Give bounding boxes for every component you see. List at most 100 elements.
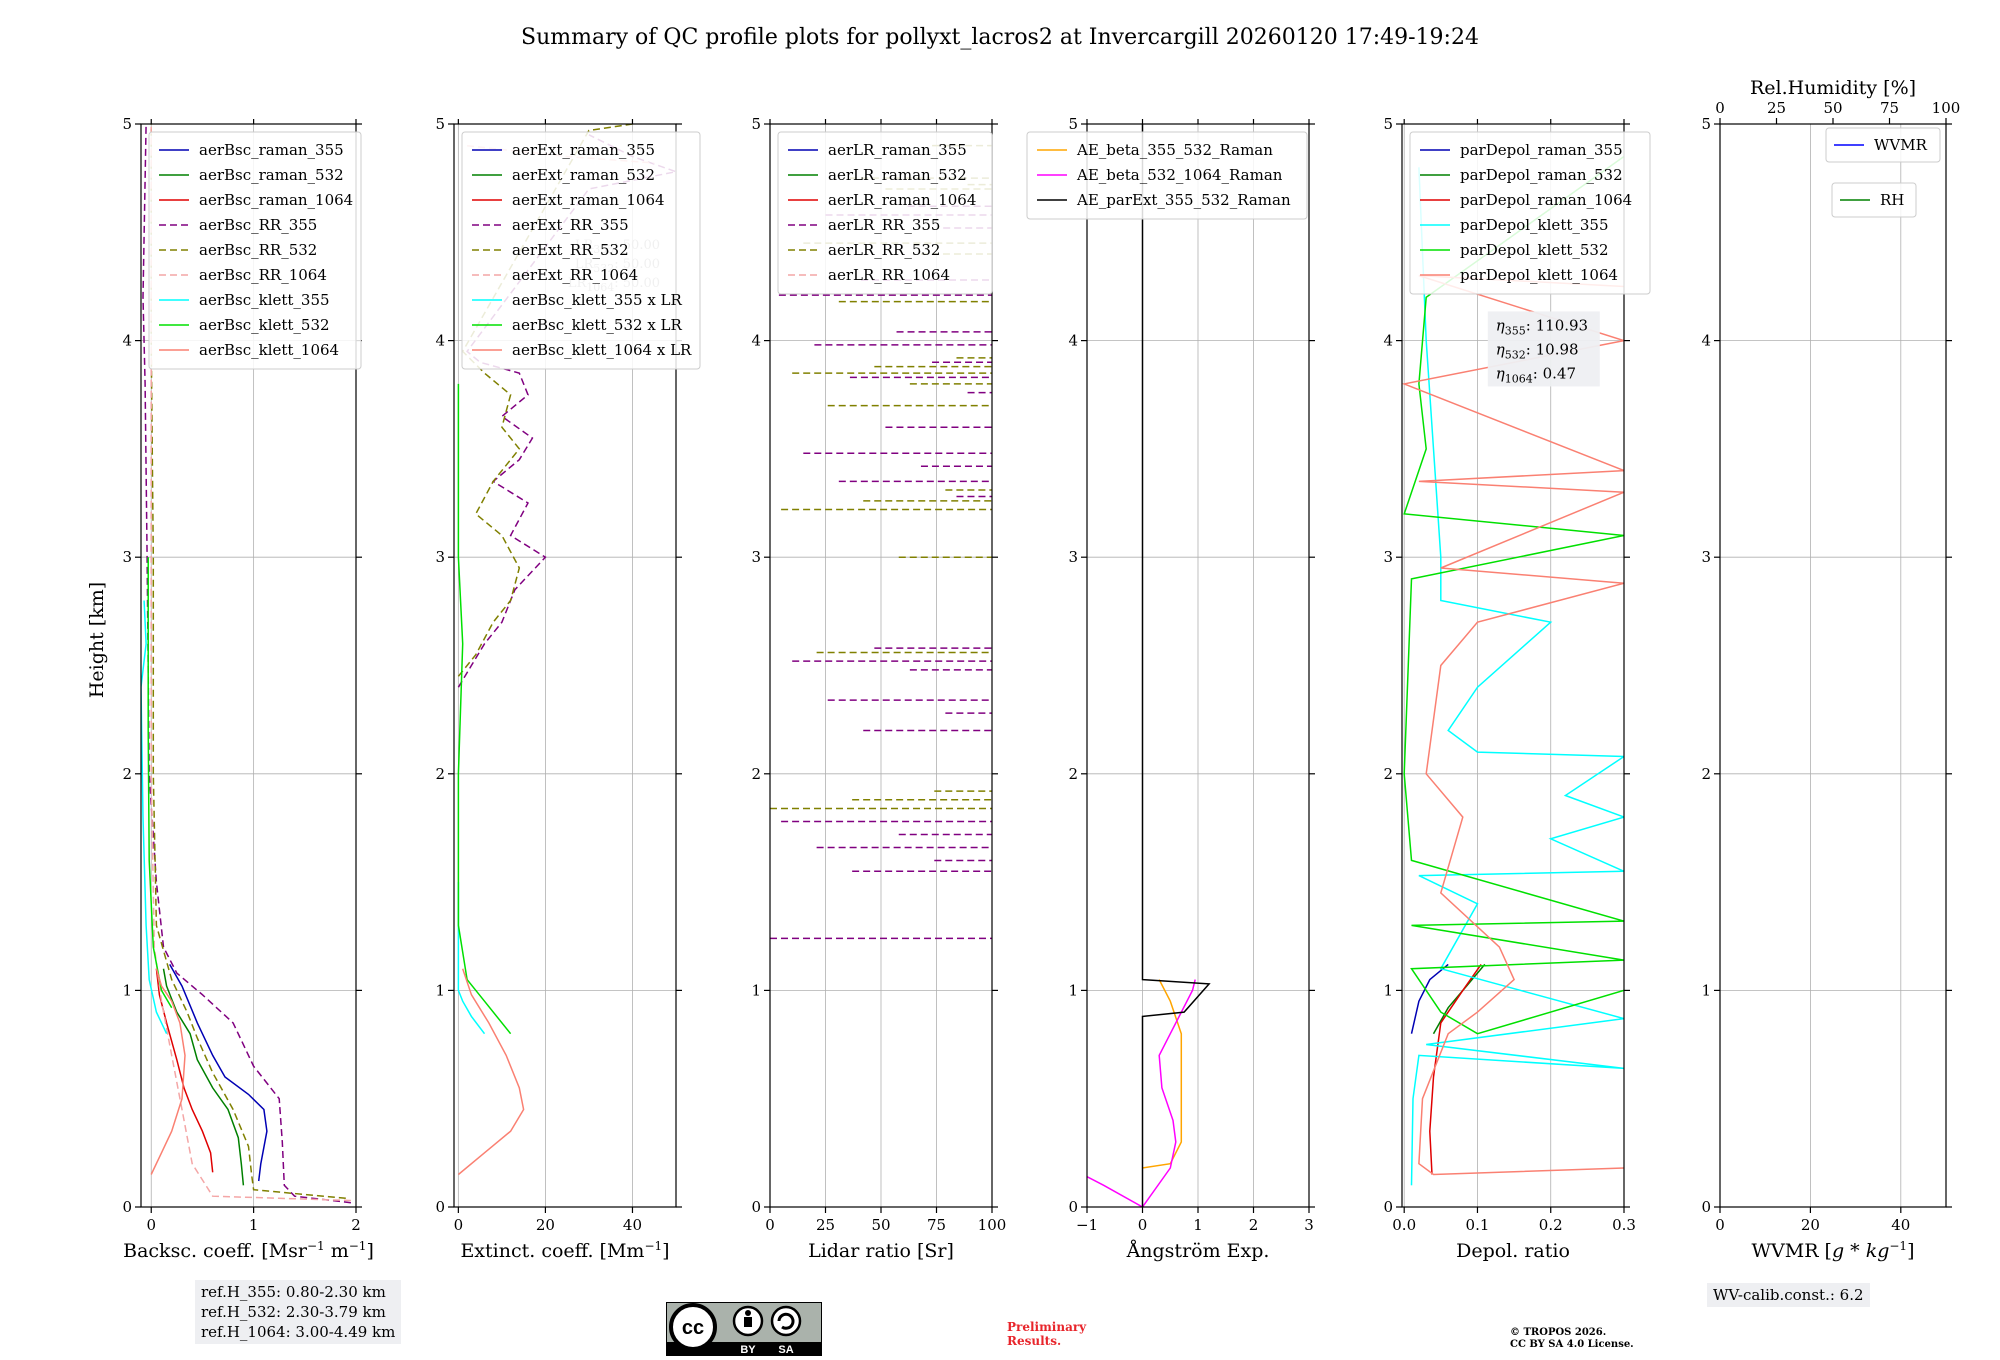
axes-frame	[1719, 123, 1947, 1208]
y-tick-label: 4	[435, 332, 445, 350]
x-tick-label: 1	[249, 1216, 259, 1234]
x-axis-label: Lidar ratio [Sr]	[808, 1240, 954, 1262]
eta-value: : 10.98	[1526, 340, 1579, 358]
series-aerbsc-rr-355	[142, 124, 351, 1204]
x-tick-label: 100	[978, 1216, 1007, 1234]
x-tick-label: 3	[1304, 1216, 1314, 1234]
top-x-tick-label: 100	[1932, 99, 1961, 117]
series-pardepol-raman-1064	[1429, 963, 1482, 1175]
legend-label-aerbsc-klett-532-x-lr: aerBsc_klett_532 x LR	[512, 316, 683, 334]
x-tick-label: 20	[1801, 1216, 1820, 1234]
y-tick-label: 1	[751, 981, 761, 999]
x-tick-label: 0	[1138, 1216, 1148, 1234]
legend-label-aerlr-rr-1064: aerLR_RR_1064	[828, 266, 950, 284]
y-tick-label: 1	[435, 981, 445, 999]
legend-label-aerbsc-rr-355: aerBsc_RR_355	[199, 216, 317, 234]
eta-value: : 0.47	[1533, 364, 1576, 382]
legend-label-aerext-rr-355: aerExt_RR_355	[512, 216, 629, 234]
eta-annotation-box	[1487, 311, 1600, 387]
top-x-tick-label: 75	[1880, 99, 1899, 117]
x-axis-label: Extinct. coeff. [Mm−1​]	[460, 1239, 669, 1262]
y-tick-label: 3	[1068, 548, 1078, 566]
x-axis-label: Backsc. coeff. [Msr−1​ m−1​]	[123, 1239, 374, 1262]
y-tick-label: 1	[1701, 981, 1711, 999]
y-tick-label: 2	[435, 765, 445, 783]
x-tick-label: 0.2	[1539, 1216, 1563, 1234]
series-ae-beta-532-1064-raman	[1087, 979, 1196, 1207]
y-tick-label: 4	[751, 332, 761, 350]
panel-5: 0.0 0.1 0.2 0.3 0 1 2 3 4 5 Depol. ratio parDepol_r…	[1383, 115, 1651, 1262]
axes-frame	[453, 123, 677, 1208]
y-tick-label: 2	[751, 765, 761, 783]
series-pardepol-klett-355	[1410, 167, 1624, 1186]
series-aerbsc-klett-532	[147, 557, 173, 1009]
license-badge-graphic: cc BY SA	[665, 1301, 823, 1357]
series-aerbsc-raman-355	[169, 964, 268, 1182]
reference-heights-box: ref.H_355: 0.80-2.30 km ref.H_532: 2.30-…	[195, 1280, 402, 1344]
y-tick-label: 5	[1068, 115, 1078, 133]
copyright-note: © TROPOS 2026. CC BY SA 4.0 License.	[1510, 1327, 1634, 1351]
y-tick-label: 5	[751, 115, 761, 133]
y-tick-label: 0	[1383, 1198, 1393, 1216]
series-aerbsc-rr-1064	[150, 124, 351, 1202]
y-tick-label: 4	[1701, 332, 1711, 350]
legend-box	[461, 131, 701, 370]
y-axis-label: Height [km]	[86, 582, 108, 698]
legend-label: WVMR	[1874, 136, 1928, 154]
legend-label-aerbsc-rr-532: aerBsc_RR_532	[199, 241, 317, 259]
y-tick-label: 5	[1701, 115, 1711, 133]
y-tick-label: 2	[1068, 765, 1078, 783]
legend-label-aerlr-raman-1064: aerLR_raman_1064	[828, 191, 976, 209]
y-tick-label: 3	[1383, 548, 1393, 566]
x-tick-label: 0	[1715, 1216, 1725, 1234]
legend-label-pardepol-klett-355: parDepol_klett_355	[1460, 216, 1609, 234]
cc-by-sa-license-badge[interactable]: cc BY SA	[665, 1301, 823, 1357]
superscript: −1	[349, 1239, 367, 1253]
series-aerbsc-rr-532	[150, 124, 346, 1200]
series-aerext-rr-355	[457, 134, 676, 688]
legend-label: RH	[1880, 191, 1904, 209]
wv-calib-const: WV-calib.const.: 6.2	[1713, 1286, 1864, 1304]
legend: parDepol_raman_355 parDepol_raman_532 parD…	[1409, 131, 1651, 295]
legend-rh: RH	[1831, 182, 1917, 218]
axes-frame	[140, 123, 357, 1208]
legend-label-ae-beta-532-1064-raman: AE_beta_532_1064_Raman	[1076, 166, 1283, 184]
y-tick-label: 4	[122, 332, 132, 350]
legend-wvmr: WVMR	[1825, 127, 1941, 163]
legend-label-aerlr-rr-355: aerLR_RR_355	[828, 216, 940, 234]
copyright-line-2: CC BY SA 4.0 License.	[1510, 1339, 1634, 1350]
x-tick-label: 2	[1249, 1216, 1259, 1234]
ref-height-1064: ref.H_1064: 3.00-4.49 km	[201, 1323, 396, 1341]
x-tick-label: 40	[1891, 1216, 1910, 1234]
legend-box	[1831, 182, 1917, 218]
legend-label-aerext-rr-532: aerExt_RR_532	[512, 241, 629, 259]
y-tick-label: 5	[435, 115, 445, 133]
legend-box	[777, 131, 993, 295]
panel-3: 0 25 50 75 100 0 1 2 3 4 5 Lidar ratio [Sr] aerLR_ra…	[751, 115, 1006, 1262]
legend-label-ae-parext-355-532-raman: AE_parExt_355_532_Raman	[1076, 191, 1291, 209]
y-tick-label: 2	[122, 765, 132, 783]
legend: AE_beta_355_532_Raman AE_beta_532_1064_Ra…	[1026, 131, 1308, 220]
series-aerbsc-raman-532	[162, 968, 245, 1186]
legend-label-aerbsc-klett-355: aerBsc_klett_355	[199, 291, 330, 309]
y-tick-label: 0	[751, 1198, 761, 1216]
legend-label-pardepol-raman-355: parDepol_raman_355	[1460, 141, 1623, 159]
legend-box	[148, 131, 362, 370]
legend-label-aerbsc-raman-355: aerBsc_raman_355	[199, 141, 344, 159]
legend: aerBsc_raman_355 aerBsc_raman_532 aerBsc_r…	[148, 131, 362, 370]
legend-label-ae-beta-355-532-raman: AE_beta_355_532_Raman	[1076, 141, 1273, 159]
badge-by-label: BY	[740, 1344, 756, 1356]
series-pardepol-klett-532	[1403, 155, 1624, 1035]
y-tick-label: 0	[435, 1198, 445, 1216]
math-text: g * kg	[1832, 1240, 1889, 1262]
x-tick-label: 20	[536, 1216, 555, 1234]
eta-value: : 110.93	[1526, 316, 1588, 334]
series-aerbsc-klett-532-x-lr	[457, 383, 512, 1035]
legend-label-aerbsc-raman-1064: aerBsc_raman_1064	[199, 191, 353, 209]
preliminary-results-note: Preliminary Results.	[1007, 1320, 1086, 1348]
y-tick-label: 4	[1383, 332, 1393, 350]
